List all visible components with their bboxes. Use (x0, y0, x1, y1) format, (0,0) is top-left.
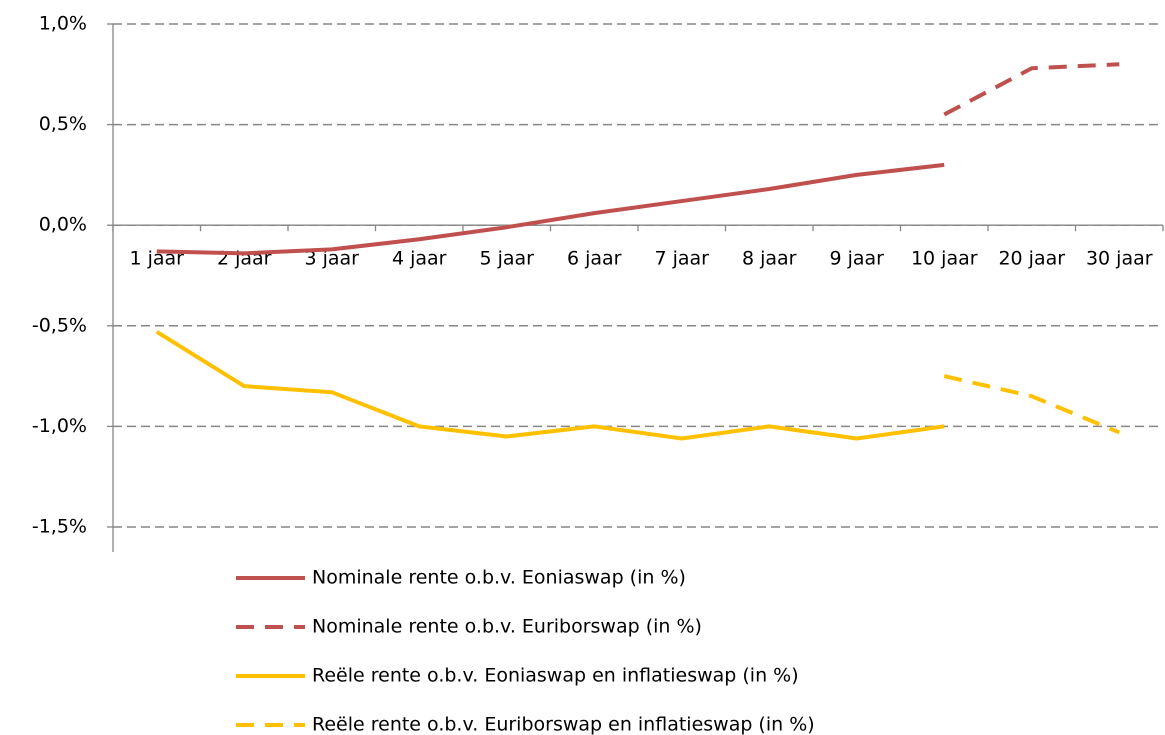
y-tick-label: -1,5% (32, 516, 87, 538)
x-tick-label: 9 jaar (829, 248, 884, 270)
x-tick-label: 8 jaar (742, 248, 797, 270)
y-tick-label: 0,0% (39, 214, 87, 236)
y-tick-label: 1,0% (39, 13, 87, 35)
x-tick-label: 20 jaar (998, 248, 1065, 270)
x-tick-label: 4 jaar (392, 248, 447, 270)
x-tick-label: 10 jaar (911, 248, 978, 270)
x-tick-label: 7 jaar (654, 248, 709, 270)
series-line (943, 62, 1120, 117)
y-tick-label: -1,0% (32, 415, 87, 437)
series-line (156, 162, 945, 256)
x-tick-label: 3 jaar (304, 248, 359, 270)
legend-label: Reële rente o.b.v. Euriborswap en inflat… (312, 714, 815, 735)
series-line (943, 374, 1121, 435)
legend-label: Nominale rente o.b.v. Eoniaswap (in %) (312, 567, 686, 589)
series-line (155, 330, 945, 441)
legend-label: Nominale rente o.b.v. Euriborswap (in %) (312, 616, 702, 638)
legend-label: Reële rente o.b.v. Eoniaswap en inflatie… (312, 665, 799, 687)
x-tick-label: 30 jaar (1086, 248, 1153, 270)
y-tick-label: 0,5% (39, 113, 87, 135)
y-tick-label: -0,5% (32, 314, 87, 336)
x-tick-label: 5 jaar (479, 248, 534, 270)
x-tick-label: 6 jaar (567, 248, 622, 270)
